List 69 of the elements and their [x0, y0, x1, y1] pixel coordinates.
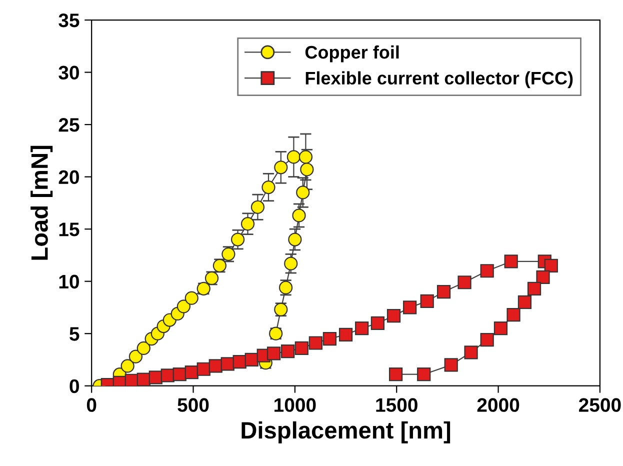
point	[338, 328, 353, 342]
point	[386, 309, 401, 323]
legend-label: Copper foil	[305, 45, 399, 62]
y-tick-label: 25	[58, 118, 80, 132]
point	[184, 291, 198, 305]
y-tick-label: 35	[58, 14, 80, 28]
point	[120, 359, 134, 373]
point	[403, 300, 417, 314]
point	[296, 186, 310, 200]
point	[266, 346, 281, 360]
point	[536, 270, 550, 284]
point	[240, 217, 255, 231]
y-tick-label: 30	[58, 66, 79, 80]
point	[294, 341, 308, 356]
point	[544, 258, 558, 272]
point	[288, 232, 302, 246]
point	[284, 256, 298, 270]
x-tick-label: 2000	[477, 398, 520, 412]
point	[128, 350, 143, 364]
point	[232, 355, 246, 369]
point	[196, 362, 210, 376]
point	[420, 294, 434, 308]
x-tick-label: 500	[178, 398, 209, 412]
point	[355, 322, 369, 336]
point	[518, 295, 532, 310]
point	[504, 254, 518, 268]
point	[286, 150, 301, 164]
point	[281, 344, 295, 358]
x-axis-title: Displacement [nm]	[242, 421, 450, 444]
y-tick-label: 20	[58, 170, 79, 184]
point	[292, 208, 306, 222]
point	[370, 316, 384, 330]
legend-label: Flexible current collector (FCC)	[306, 71, 573, 88]
point	[494, 322, 508, 336]
point	[480, 264, 494, 278]
point	[527, 282, 542, 296]
point	[184, 365, 198, 380]
point	[417, 368, 431, 382]
point	[136, 341, 150, 356]
point	[262, 180, 276, 194]
point	[172, 368, 186, 382]
point	[436, 284, 451, 299]
y-axis-title: Load [mN]	[30, 146, 53, 260]
point	[176, 300, 190, 314]
point	[244, 352, 258, 367]
point	[148, 370, 162, 384]
point	[298, 150, 313, 164]
point	[274, 160, 288, 174]
point	[458, 276, 472, 290]
point	[444, 358, 458, 372]
point	[308, 336, 322, 350]
x-tick-label: 2500	[579, 398, 621, 412]
x-tick-label: 0	[86, 398, 96, 412]
point	[300, 162, 314, 176]
y-tick-label: 0	[70, 379, 79, 394]
point	[480, 333, 494, 347]
point	[230, 232, 245, 246]
y-tick-label: 10	[59, 274, 79, 289]
point	[250, 200, 265, 214]
point	[220, 357, 234, 371]
point	[208, 359, 222, 373]
point	[506, 308, 520, 322]
point	[388, 368, 403, 382]
x-tick-label: 1000	[274, 398, 316, 412]
point	[464, 346, 478, 360]
y-tick-label: 15	[59, 222, 80, 236]
x-tick-label: 1500	[376, 398, 418, 412]
y-tick-label: 5	[70, 327, 80, 341]
point	[322, 332, 337, 346]
